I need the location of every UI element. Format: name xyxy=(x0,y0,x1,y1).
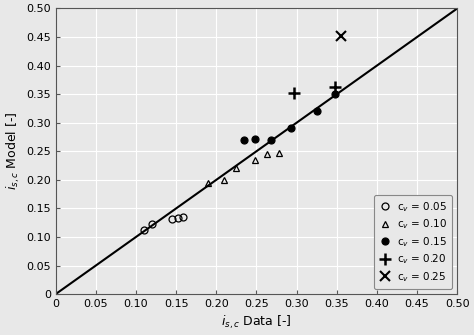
X-axis label: $i_{s,c}$ Data [-]: $i_{s,c}$ Data [-] xyxy=(221,313,292,331)
Legend: c$_v$ = 0.05, c$_v$ = 0.10, c$_v$ = 0.15, c$_v$ = 0.20, c$_v$ = 0.25: c$_v$ = 0.05, c$_v$ = 0.10, c$_v$ = 0.15… xyxy=(374,195,452,289)
Y-axis label: $i_{s,c}$ Model [-]: $i_{s,c}$ Model [-] xyxy=(4,112,22,191)
